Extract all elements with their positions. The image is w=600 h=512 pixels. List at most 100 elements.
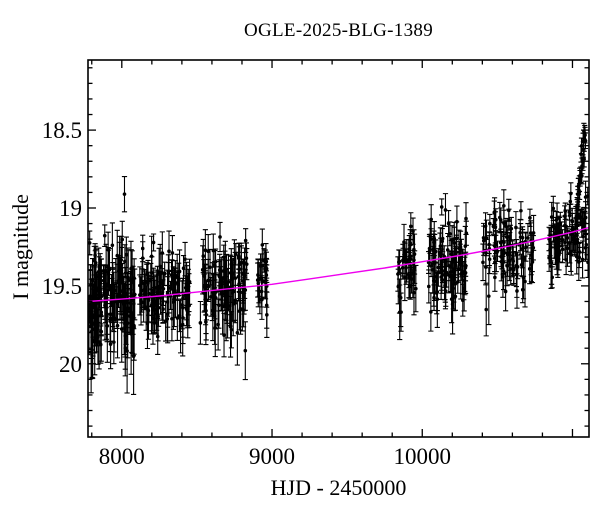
data-point — [548, 239, 552, 244]
data-point — [141, 300, 146, 305]
data-point — [97, 340, 101, 344]
data-point — [576, 184, 581, 189]
data-point — [495, 249, 500, 254]
data-point — [170, 251, 175, 255]
data-point — [514, 251, 519, 256]
y-tick-label: 18.5 — [42, 118, 82, 143]
data-point — [201, 254, 206, 258]
data-point — [218, 235, 222, 239]
axis-frame — [87, 59, 590, 438]
data-point — [503, 289, 508, 294]
data-point — [460, 269, 465, 274]
data-point — [126, 306, 130, 311]
data-point — [440, 269, 445, 273]
data-point — [115, 253, 120, 258]
data-point — [488, 221, 492, 226]
data-point — [551, 224, 556, 229]
plot-title: OGLE-2025-BLG-1389 — [243, 20, 434, 41]
data-point — [577, 255, 582, 260]
data-point — [129, 266, 133, 271]
data-point — [258, 298, 262, 302]
data-point — [414, 286, 418, 291]
data-point — [409, 224, 413, 229]
data-point — [551, 206, 556, 211]
data-point — [95, 325, 99, 330]
data-point — [409, 277, 414, 281]
data-point — [407, 284, 412, 289]
data-point — [229, 277, 234, 282]
data-point — [445, 248, 450, 252]
data-point — [432, 254, 437, 259]
data-point — [451, 286, 456, 291]
x-tick-label: 10000 — [394, 444, 452, 469]
y-tick-label: 20 — [59, 352, 82, 377]
data-point — [158, 281, 163, 286]
data-point — [569, 191, 573, 196]
data-point — [446, 221, 451, 226]
data-point — [110, 243, 115, 248]
data-point — [526, 236, 530, 240]
data-point — [105, 312, 109, 316]
data-point — [580, 257, 585, 262]
data-point — [439, 205, 444, 209]
axis-ticks — [88, 60, 589, 437]
data-point — [132, 292, 137, 297]
data-point — [262, 258, 266, 263]
data-point — [181, 266, 186, 271]
data-point — [397, 259, 402, 264]
data-point — [447, 273, 451, 277]
data-point — [236, 256, 241, 260]
data-point — [224, 311, 228, 315]
data-point — [170, 316, 174, 321]
data-point — [435, 297, 440, 301]
data-point — [206, 249, 211, 254]
data-point — [455, 219, 459, 224]
data-point — [126, 278, 131, 283]
data-point — [167, 249, 171, 254]
data-point — [119, 262, 124, 267]
data-point — [464, 216, 468, 221]
data-point — [94, 274, 98, 279]
data-point — [166, 271, 171, 276]
data-point — [511, 259, 516, 263]
data-point — [102, 233, 107, 238]
data-point — [184, 282, 189, 286]
data-point — [90, 278, 95, 282]
data-point — [564, 224, 568, 229]
data-point — [436, 265, 441, 270]
data-point — [241, 272, 245, 276]
data-point — [211, 248, 216, 253]
data-point — [484, 307, 489, 312]
data-point — [243, 348, 248, 353]
data-point — [558, 222, 563, 226]
data-point — [397, 310, 402, 315]
data-point — [123, 334, 128, 338]
data-point — [575, 233, 579, 238]
data-point — [108, 342, 113, 346]
data-point — [507, 251, 511, 255]
data-point — [429, 264, 433, 268]
data-point — [519, 263, 524, 267]
data-point — [256, 273, 260, 277]
data-point — [452, 281, 456, 286]
data-point — [206, 278, 211, 283]
data-point — [502, 204, 506, 208]
data-point — [429, 237, 433, 241]
data-point — [91, 304, 95, 309]
data-point — [229, 327, 234, 332]
data-point — [560, 238, 565, 242]
data-point — [180, 303, 184, 307]
data-point — [177, 269, 182, 274]
data-point — [173, 273, 178, 278]
x-tick-label: 8000 — [99, 444, 145, 469]
data-point — [442, 273, 447, 277]
data-point — [528, 216, 532, 220]
data-point — [152, 308, 157, 312]
data-point — [434, 291, 439, 295]
data-point — [481, 260, 485, 265]
data-point — [527, 267, 532, 271]
data-point — [493, 275, 497, 280]
data-point — [567, 213, 572, 218]
data-point — [237, 262, 242, 267]
data-point — [583, 246, 588, 250]
